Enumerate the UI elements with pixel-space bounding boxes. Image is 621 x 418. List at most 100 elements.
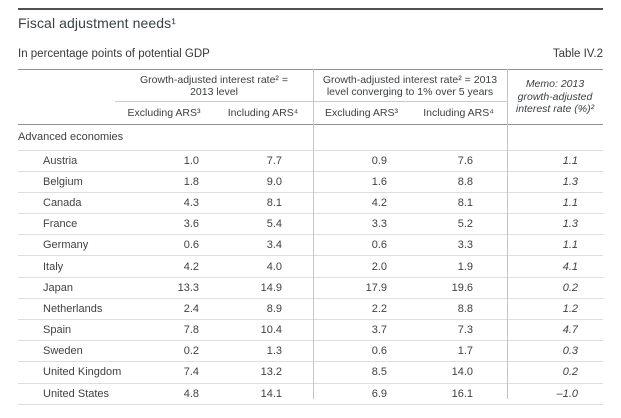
country-cell: United States bbox=[43, 387, 110, 400]
page-subtitle: In percentage points of potential GDP bbox=[18, 48, 210, 60]
value-cell: 7.7 bbox=[266, 154, 282, 167]
table-body: Advanced economies Austria 1.0 7.7 0.9 7… bbox=[18, 125, 603, 405]
value-cell: 14.0 bbox=[451, 366, 473, 379]
value-cell: 3.3 bbox=[371, 218, 387, 231]
value-cell: 7.8 bbox=[183, 324, 199, 337]
value-cell: 2.0 bbox=[371, 260, 387, 273]
country-cell: Japan bbox=[43, 281, 73, 294]
section-label: Advanced economies bbox=[18, 131, 124, 144]
value-cell: 4.2 bbox=[183, 260, 199, 273]
country-cell: Austria bbox=[43, 154, 78, 167]
value-cell: 0.2 bbox=[183, 345, 199, 358]
value-cell: 7.4 bbox=[183, 366, 199, 379]
country-cell: Netherlands bbox=[43, 302, 103, 315]
memo-cell: 1.3 bbox=[562, 175, 578, 188]
column-group-divider-1 bbox=[313, 69, 314, 399]
value-cell: 3.3 bbox=[457, 239, 473, 252]
value-cell: 2.4 bbox=[183, 302, 199, 315]
country-cell: Spain bbox=[43, 324, 72, 337]
value-cell: 3.6 bbox=[183, 218, 199, 231]
value-cell: 1.9 bbox=[457, 260, 473, 273]
memo-cell: 0.3 bbox=[562, 345, 578, 358]
memo-cell: 0.2 bbox=[562, 281, 578, 294]
header-corner-cell bbox=[18, 70, 115, 124]
subheader-including-ars-2: Including ARS⁴ bbox=[423, 106, 494, 119]
value-cell: 10.4 bbox=[260, 324, 282, 337]
subheader-excluding-ars-1: Excluding ARS³ bbox=[127, 106, 201, 119]
table-row: Belgium 1.8 9.0 1.6 8.8 1.3 bbox=[18, 172, 603, 193]
table-row: Italy 4.2 4.0 2.0 1.9 4.1 bbox=[18, 256, 603, 278]
value-cell: 13.3 bbox=[177, 281, 199, 294]
table-row: Germany 0.6 3.4 0.6 3.3 1.1 bbox=[18, 235, 603, 257]
memo-cell: 4.7 bbox=[562, 324, 578, 337]
table-row: Sweden 0.2 1.3 0.6 1.7 0.3 bbox=[18, 341, 603, 363]
memo-cell: 1.1 bbox=[562, 196, 578, 209]
value-cell: 0.6 bbox=[371, 239, 387, 252]
value-cell: 2.2 bbox=[371, 302, 387, 315]
table-number-label: Table IV.2 bbox=[552, 48, 603, 60]
country-cell: Italy bbox=[43, 260, 64, 273]
country-cell: Sweden bbox=[43, 345, 83, 358]
value-cell: 9.0 bbox=[266, 175, 282, 188]
value-cell: 0.9 bbox=[371, 154, 387, 167]
section-row: Advanced economies bbox=[18, 125, 603, 151]
memo-cell: 1.1 bbox=[562, 239, 578, 252]
value-cell: 1.3 bbox=[266, 345, 282, 358]
table-row: France 3.6 5.4 3.3 5.2 1.3 bbox=[18, 214, 603, 236]
table-row: United Kingdom 7.4 13.2 8.5 14.0 0.2 bbox=[18, 362, 603, 384]
country-cell: United Kingdom bbox=[43, 366, 122, 379]
value-cell: 14.9 bbox=[260, 281, 282, 294]
value-cell: 5.4 bbox=[266, 218, 282, 231]
subheader-including-ars-1: Including ARS⁴ bbox=[227, 106, 299, 119]
column-group-header-2013-level: Growth-adjusted interest rate² = 2013 le… bbox=[115, 70, 313, 102]
value-cell: 8.5 bbox=[371, 366, 387, 379]
value-cell: 6.9 bbox=[371, 387, 387, 400]
value-cell: 14.1 bbox=[260, 387, 282, 400]
value-cell: 1.0 bbox=[183, 154, 199, 167]
column-header-memo: Memo: 2013 growth-adjusted interest rate… bbox=[515, 78, 595, 116]
column-group-divider-2 bbox=[507, 69, 508, 399]
table-row: Austria 1.0 7.7 0.9 7.6 1.1 bbox=[18, 151, 603, 172]
value-cell: 7.6 bbox=[457, 154, 473, 167]
value-cell: 13.2 bbox=[260, 366, 282, 379]
value-cell: 7.3 bbox=[457, 324, 473, 337]
table-row: United States 4.8 14.1 6.9 16.1 –1.0 bbox=[18, 384, 603, 405]
value-cell: 8.9 bbox=[266, 302, 282, 315]
table-row: Canada 4.3 8.1 4.2 8.1 1.1 bbox=[18, 193, 603, 215]
memo-cell: 0.2 bbox=[562, 366, 578, 379]
value-cell: 0.6 bbox=[183, 239, 199, 252]
subheader-excluding-ars-2: Excluding ARS³ bbox=[325, 106, 398, 119]
value-cell: 0.6 bbox=[371, 345, 387, 358]
country-cell: Canada bbox=[43, 196, 82, 209]
value-cell: 16.1 bbox=[451, 387, 473, 400]
value-cell: 8.1 bbox=[457, 196, 473, 209]
column-group-header-converging: Growth-adjusted interest rate² = 2013 le… bbox=[313, 70, 507, 102]
value-cell: 5.2 bbox=[457, 218, 473, 231]
value-cell: 8.1 bbox=[266, 196, 282, 209]
table-row: Netherlands 2.4 8.9 2.2 8.8 1.2 bbox=[18, 299, 603, 320]
memo-cell: 1.3 bbox=[562, 218, 578, 231]
value-cell: 8.8 bbox=[457, 302, 473, 315]
value-cell: 4.3 bbox=[183, 196, 199, 209]
value-cell: 4.8 bbox=[183, 387, 199, 400]
country-cell: Germany bbox=[43, 239, 89, 252]
memo-cell: –1.0 bbox=[556, 387, 578, 400]
memo-cell: 4.1 bbox=[562, 260, 578, 273]
value-cell: 3.7 bbox=[371, 324, 387, 337]
page-title: Fiscal adjustment needs¹ bbox=[18, 15, 177, 31]
value-cell: 4.2 bbox=[371, 196, 387, 209]
value-cell: 19.6 bbox=[451, 281, 473, 294]
value-cell: 4.0 bbox=[266, 260, 282, 273]
value-cell: 1.6 bbox=[371, 175, 387, 188]
value-cell: 1.7 bbox=[457, 345, 473, 358]
subtitle-row: In percentage points of potential GDP Ta… bbox=[18, 48, 603, 60]
country-cell: France bbox=[43, 218, 78, 231]
table-header: Growth-adjusted interest rate² = 2013 le… bbox=[18, 69, 603, 125]
table-row: Spain 7.8 10.4 3.7 7.3 4.7 bbox=[18, 320, 603, 342]
value-cell: 3.4 bbox=[266, 239, 282, 252]
country-cell: Belgium bbox=[43, 175, 83, 188]
value-cell: 1.8 bbox=[183, 175, 199, 188]
value-cell: 8.8 bbox=[457, 175, 473, 188]
memo-cell: 1.1 bbox=[562, 154, 578, 167]
